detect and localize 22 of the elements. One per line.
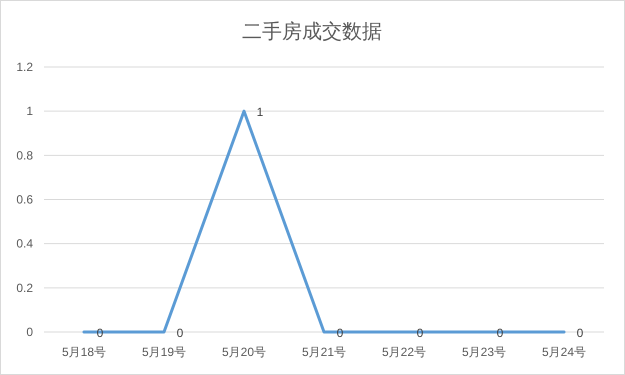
x-tick-label: 5月20号	[222, 345, 266, 359]
title: 二手房成交数据	[242, 21, 382, 43]
x-tick-label: 5月19号	[142, 345, 186, 359]
data-label: 0	[496, 326, 504, 340]
x-tick-label: 5月23号	[462, 345, 506, 359]
y-tick-label: 0.4	[16, 236, 34, 251]
data-label: 0	[576, 326, 584, 340]
y-tick-label: 0.2	[16, 280, 34, 295]
data-label: 0	[416, 326, 424, 340]
y-tick-label: 0.8	[16, 148, 34, 162]
data-label: 0	[336, 326, 344, 340]
y-tick-label: 1.2	[16, 60, 34, 74]
data-label: 0	[176, 326, 184, 340]
y-tick-label: 1	[26, 104, 34, 118]
data-label: 1	[256, 105, 264, 120]
x-tick-label: 5月18号	[62, 345, 106, 359]
x-tick-label: 5月24号	[542, 345, 586, 359]
y-tick-label: 0	[26, 325, 34, 339]
x-tick-label: 5月21号	[302, 345, 346, 359]
data-label: 0	[96, 326, 104, 340]
y-tick-label: 0.6	[16, 192, 34, 206]
x-tick-label: 5月22号	[382, 345, 426, 359]
